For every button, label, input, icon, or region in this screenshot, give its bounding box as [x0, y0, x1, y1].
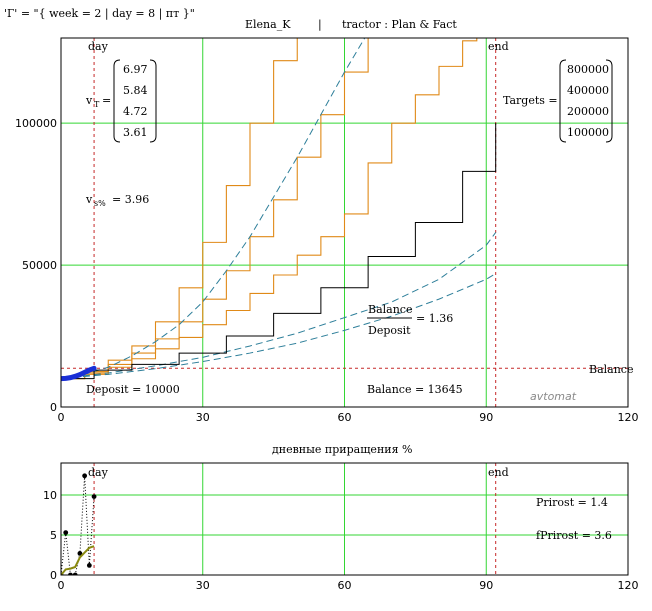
bottom-ticks: 0 30 60 90 120 0 5 10: [43, 489, 639, 592]
vt-label: v: [85, 94, 93, 107]
x-tick-label: 0: [58, 579, 65, 592]
fprirost-text: fPrirost = 3.6: [536, 529, 612, 542]
daily-growth-point: [63, 530, 69, 535]
bottom-day-label: day: [88, 466, 109, 479]
fact-series-line: [61, 365, 97, 382]
target-series-line: [61, 123, 497, 380]
y-tick-label: 0: [50, 569, 57, 582]
x-tick-label: 120: [618, 579, 639, 592]
ratio-numerator: Balance: [368, 303, 412, 316]
title-right: tractor : Plan & Fact: [342, 18, 457, 31]
targets-bracket-left: [559, 59, 567, 143]
y-tick-label: 5: [50, 529, 57, 542]
bottom-series: [61, 473, 97, 575]
x-tick-label: 90: [479, 411, 493, 424]
day-marker-label: day: [88, 40, 109, 53]
daily-growth-point: [91, 494, 97, 499]
targets-label: Targets =: [503, 94, 558, 107]
vt-value: 5.84: [123, 84, 148, 97]
vt-value: 6.97: [123, 63, 148, 76]
vs-sub: s%: [94, 199, 106, 208]
x-tick-label: 30: [196, 579, 210, 592]
vs-value: = 3.96: [112, 193, 149, 206]
vt-matrix: v T = 6.97 5.84 4.72 3.61: [85, 59, 157, 143]
vt-value: 3.61: [123, 126, 148, 139]
targets-matrix: Targets = 800000 400000 200000 100000: [503, 59, 613, 143]
daily-growth-point: [86, 563, 92, 568]
watermark: avtomat: [530, 390, 577, 403]
main-series: [61, 38, 497, 382]
balance-deposit-ratio: Balance Deposit = 1.36: [367, 303, 453, 337]
main-ticks: 0 30 60 90 120 0 50000 100000: [15, 117, 639, 424]
bottom-plot-frame: [60, 462, 629, 576]
vs-readout: v s% = 3.96: [85, 193, 149, 208]
x-tick-label: 30: [196, 411, 210, 424]
target-value: 100000: [567, 126, 609, 139]
bottom-grid: [61, 463, 628, 575]
daily-growth-point: [72, 572, 78, 575]
target-value: 200000: [567, 105, 609, 118]
x-tick-label: 90: [479, 579, 493, 592]
deposit-text: Deposit = 10000: [86, 383, 180, 396]
prirost-text: Prirost = 1.4: [536, 496, 608, 509]
projection-series-line: [61, 273, 496, 380]
status-line: 'Г' = "{ week = 2 | day = 8 | пт }": [4, 7, 195, 21]
title-sep: |: [318, 18, 322, 32]
daily-growth-point: [82, 473, 88, 479]
x-tick-label: 0: [58, 411, 65, 424]
y-tick-label: 50000: [22, 259, 57, 272]
vt-bracket-left: [113, 59, 121, 143]
main-plot-frame: [60, 37, 629, 408]
daily-growth-point: [77, 551, 83, 556]
vt-bracket-right: [149, 59, 157, 143]
ratio-denominator: Deposit: [368, 324, 411, 337]
targets-bracket-right: [605, 59, 613, 143]
y-tick-label: 100000: [15, 117, 57, 130]
daily-growth-point: [68, 572, 73, 575]
bottom-plot: 0 30 60 90 120 0 5 10: [43, 462, 639, 592]
y-tick-label: 0: [50, 401, 57, 414]
x-tick-label: 60: [338, 579, 352, 592]
target-value: 400000: [567, 84, 609, 97]
projection-series-line: [61, 38, 366, 380]
main-plot: 0 30 60 90 120 0 50000 100000: [15, 37, 639, 424]
balance-line-label: Balance: [589, 363, 633, 376]
x-tick-label: 120: [618, 411, 639, 424]
daily-growth-line: [61, 475, 95, 575]
bottom-end-label: end: [488, 466, 509, 479]
projection-series-line: [61, 232, 497, 380]
plan-series-line: [61, 38, 478, 380]
smoothed-growth-line: [61, 545, 95, 575]
x-tick-label: 60: [338, 411, 352, 424]
ratio-value: = 1.36: [416, 312, 453, 325]
svg-text:=: =: [102, 94, 111, 107]
y-tick-label: 10: [43, 489, 57, 502]
balance-text: Balance = 13645: [367, 383, 463, 396]
vs-label: v: [85, 193, 93, 206]
bottom-chart-title: дневные приращения %: [272, 443, 413, 456]
title-left: Elena_K: [245, 18, 291, 31]
target-value: 800000: [567, 63, 609, 76]
vt-sub: T: [94, 100, 100, 109]
vt-value: 4.72: [123, 105, 148, 118]
end-marker-label: end: [488, 40, 509, 53]
